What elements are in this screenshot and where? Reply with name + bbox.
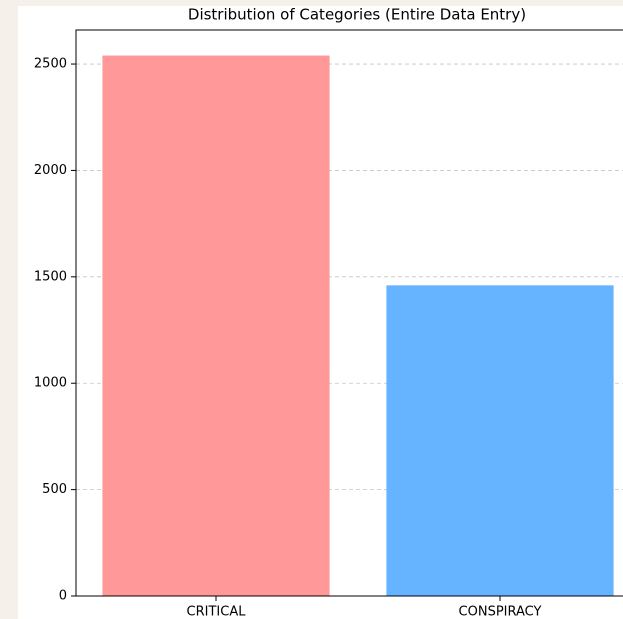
y-tick-label: 2000 [34, 163, 67, 178]
chart-title: Distribution of Categories (Entire Data … [188, 6, 526, 24]
y-tick-label: 0 [59, 589, 67, 604]
y-tick-label: 1000 [34, 376, 67, 391]
y-tick-label: 1500 [34, 269, 67, 284]
y-tick-label: 2500 [34, 57, 67, 72]
y-tick-label: 500 [42, 482, 67, 497]
axes-frame [75, 29, 623, 597]
x-tick-label: CRITICAL [187, 605, 247, 619]
x-tick-label: CONSPIRACY [459, 605, 542, 619]
bar [102, 55, 330, 597]
bar [386, 285, 614, 596]
